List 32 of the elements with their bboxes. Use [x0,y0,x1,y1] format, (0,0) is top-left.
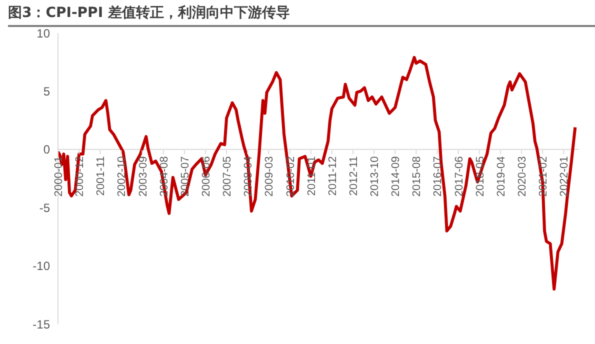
x-tick-label: 2018-05 [474,156,486,197]
x-tick-label: 2006-06 [200,156,212,197]
x-tick-label: 2001-11 [95,156,108,196]
x-tick-label: 2004-08 [158,156,170,197]
chart-title: 图3：CPI-PPI 差值转正，利润向中下游传导 [8,4,595,27]
y-tick-label: -15 [32,317,50,332]
y-tick-label: 0 [43,142,50,157]
x-tick-label: 2011-12 [326,156,339,196]
x-tick-label: 2019-04 [495,156,508,197]
y-tick-label: 10 [36,26,50,40]
x-tick-label: 2009-03 [264,156,276,197]
y-tick-label: -10 [32,259,50,274]
x-tick-label: 2011-01 [306,156,318,196]
x-tick-label: 2000-12 [74,156,86,197]
x-tick-label: 2013-10 [369,156,382,197]
x-tick-label: 2003-09 [137,156,150,197]
x-tick-label: 2016-07 [432,156,444,197]
x-tick-label: 2002-10 [116,156,128,197]
x-tick-label: 2012-11 [348,156,360,196]
x-tick-label: 2015-08 [411,156,424,197]
x-tick-label: 2022-01 [558,156,571,197]
x-tick-label: 2021-02 [538,156,550,197]
x-tick-label: 2014-09 [390,156,402,197]
x-tick-label: 2000-01 [53,156,65,197]
y-tick-label: 5 [43,84,50,98]
x-tick-label: 2005-07 [179,156,192,197]
x-tick-label: 2020-03 [516,156,529,197]
x-tick-label: 2017-06 [453,156,466,197]
x-tick-label: 2008-04 [242,156,255,197]
x-tick-label: 2010-02 [284,156,297,197]
x-tick-label: 2007-05 [222,156,234,197]
y-tick-label: -5 [39,200,50,215]
